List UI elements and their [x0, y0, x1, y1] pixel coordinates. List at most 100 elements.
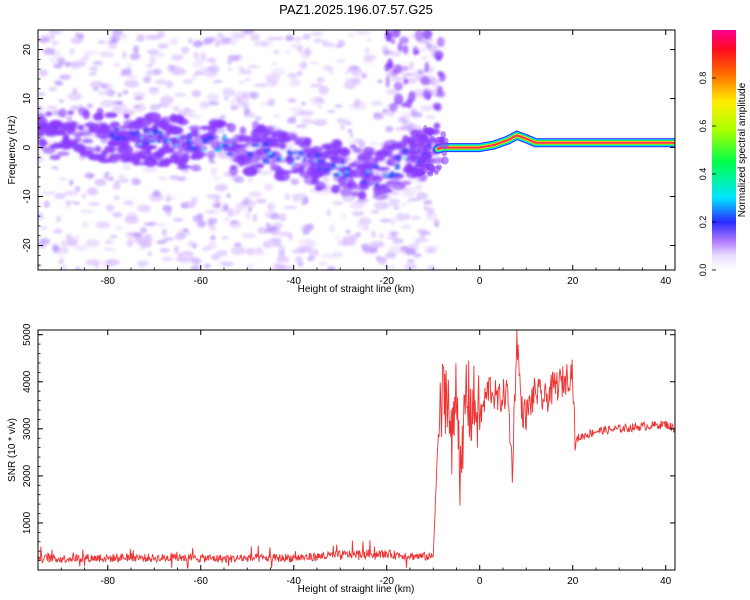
noise-blob	[334, 104, 343, 108]
signal-blob	[433, 103, 439, 111]
core-blob	[148, 139, 157, 143]
noise-blob	[260, 39, 273, 48]
noise-blob	[322, 42, 335, 48]
noise-blob	[416, 186, 423, 193]
noise-blob	[390, 189, 400, 196]
noise-blob	[404, 213, 411, 221]
noise-blob	[103, 174, 109, 180]
noise-blob	[166, 192, 172, 200]
core-blob	[207, 135, 216, 140]
signal-blob	[42, 146, 56, 154]
noise-blob	[312, 119, 328, 127]
noise-blob	[383, 265, 396, 269]
noise-blob	[345, 229, 351, 234]
signal-blob	[252, 129, 260, 138]
noise-blob	[420, 105, 433, 112]
core-dot	[338, 171, 342, 175]
noise-blob	[162, 204, 173, 213]
noise-blob	[271, 241, 283, 248]
noise-blob	[179, 251, 195, 257]
noise-blob	[267, 97, 275, 107]
snr-x-ticks: -80 -60 -40 -20 0 20 40	[37, 330, 672, 587]
noise-blob	[277, 267, 285, 270]
signal-blob	[302, 148, 319, 155]
noise-blob	[113, 62, 121, 67]
noise-blob	[403, 72, 416, 77]
noise-blob	[316, 76, 325, 84]
core-dot	[339, 165, 342, 168]
noise-blob	[180, 203, 189, 209]
core-blob	[341, 172, 350, 179]
signal-blob	[349, 144, 357, 149]
core-blob	[262, 158, 270, 165]
y-tick-label: 10	[22, 93, 33, 105]
signal-blob	[403, 78, 409, 85]
noise-blob	[210, 200, 224, 205]
noise-blob	[238, 80, 246, 85]
noise-blob	[221, 236, 229, 240]
snr-plot-area	[38, 330, 675, 570]
noise-blob	[270, 213, 280, 220]
noise-blob	[68, 238, 78, 247]
signal-blob	[338, 147, 349, 153]
noise-blob	[131, 177, 141, 186]
core-blob	[374, 182, 379, 188]
noise-blob	[391, 76, 404, 82]
noise-blob	[335, 59, 346, 64]
x-tick-label: -20	[379, 276, 394, 287]
spectrogram-y-ticks: -20 -10 0 10 20	[22, 29, 675, 266]
snr-frame	[37, 329, 676, 571]
signal-blob	[147, 152, 161, 163]
signal-blob	[169, 124, 178, 132]
noise-blob	[101, 83, 109, 89]
signal-blob	[423, 125, 428, 133]
noise-blob	[401, 120, 411, 124]
signal-blob	[275, 167, 285, 176]
noise-blob	[262, 240, 273, 249]
signal-blob	[393, 93, 404, 105]
core-dot	[175, 143, 178, 147]
noise-blob	[230, 220, 238, 225]
signal-blob	[435, 91, 446, 98]
noise-blob	[313, 38, 323, 44]
noise-blob	[69, 179, 74, 186]
noise-blob	[88, 71, 96, 77]
signal-blob	[144, 148, 152, 155]
noise-blob	[302, 33, 311, 40]
signal-blob	[413, 49, 420, 55]
signal-blob	[391, 30, 401, 38]
noise-blob	[191, 257, 202, 266]
signal-blob	[239, 126, 247, 135]
core-dot	[314, 159, 317, 163]
noise-blob	[328, 68, 335, 76]
signal-blob	[415, 169, 425, 177]
noise-blob	[349, 133, 354, 138]
noise-blob	[125, 212, 138, 221]
signal-blob	[299, 164, 307, 170]
noise-blob	[50, 30, 57, 37]
signal-blob	[156, 161, 167, 168]
noise-blob	[169, 64, 176, 71]
noise-blob	[278, 231, 291, 237]
noise-blob	[52, 228, 63, 234]
noise-blob	[296, 70, 303, 76]
core-blob	[306, 154, 311, 158]
noise-blob	[406, 259, 415, 264]
noise-blob	[304, 223, 315, 230]
core-dot	[219, 144, 223, 148]
signal-blob	[359, 179, 369, 190]
y-tick-label: -20	[22, 238, 33, 253]
noise-blob	[86, 187, 98, 196]
noise-blob	[191, 90, 202, 98]
noise-blob	[327, 267, 335, 270]
noise-blob	[57, 251, 64, 257]
noise-blob	[369, 140, 379, 146]
core-dot	[218, 148, 221, 152]
noise-blob	[38, 263, 44, 269]
noise-blob	[332, 200, 344, 206]
core-dot	[215, 149, 219, 153]
signal-blob	[96, 107, 104, 118]
noise-blob	[165, 80, 174, 89]
noise-blob	[39, 225, 48, 230]
